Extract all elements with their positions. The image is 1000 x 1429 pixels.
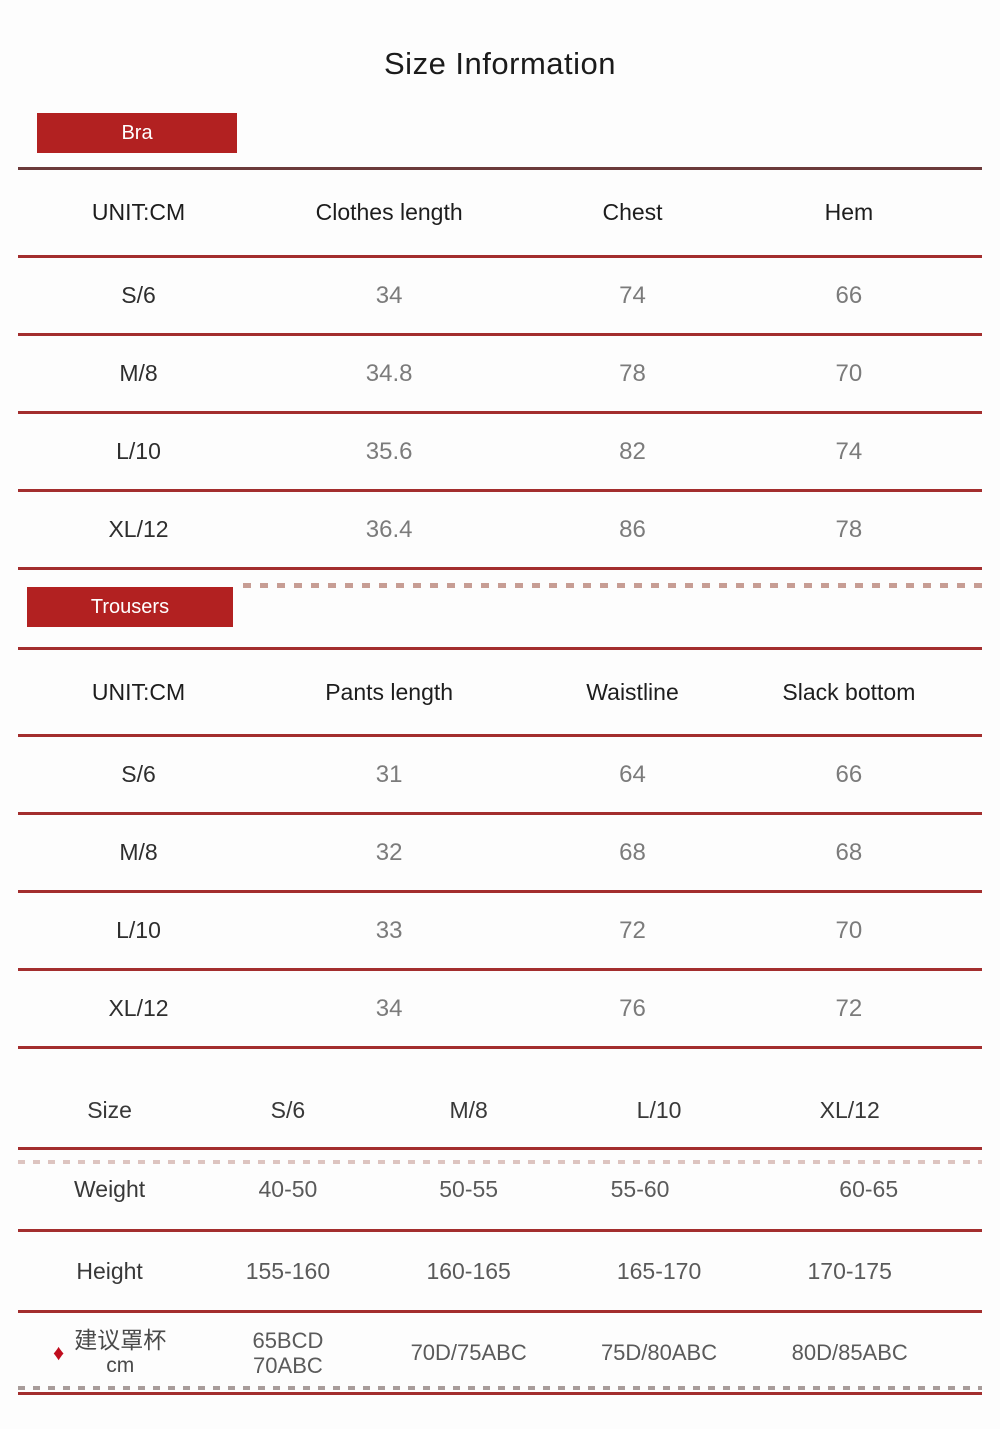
table-row: M/8 32 68 68 [18, 815, 982, 893]
trousers-header-unit: UNIT:CM [91, 678, 186, 705]
dashed-divider [18, 1160, 982, 1164]
bra-header-chest: Chest [602, 199, 663, 225]
value-cell: 34 [375, 994, 403, 1022]
value-cell: 76 [619, 994, 646, 1022]
value-cell: 33 [375, 916, 403, 944]
size-cell: XL/12 [108, 516, 169, 542]
table-row: M/8 34.8 78 70 [18, 336, 982, 414]
value-cell: 55-60 [610, 1176, 670, 1202]
value-cell: 70 [835, 359, 863, 387]
dashed-divider [243, 583, 982, 588]
bra-section-divider [18, 167, 982, 170]
weight-label: Weight [73, 1176, 146, 1202]
bra-section-badge: Bra [37, 113, 237, 153]
value-cell: 70 [835, 916, 863, 944]
trousers-header-pants-length: Pants length [325, 678, 454, 705]
value-cell: 70D/75ABC [410, 1339, 527, 1365]
cup-label-cn: 建议罩杯 [74, 1326, 167, 1353]
body-header-m: M/8 [449, 1096, 488, 1123]
body-header-xl: XL/12 [819, 1096, 880, 1123]
table-row: XL/12 34 76 72 [18, 971, 982, 1049]
body-header-size: Size [87, 1096, 132, 1123]
table-row: ♦ 建议罩杯 cm 65BCD 70ABC 70D/75ABC 75D/80AB… [18, 1313, 982, 1395]
bra-table-header: UNIT:CM Clothes length Chest Hem [18, 170, 982, 258]
body-header-s: S/6 [270, 1096, 306, 1123]
table-row: L/10 35.6 82 74 [18, 414, 982, 492]
value-cell: 72 [619, 916, 646, 944]
trousers-header-slack-bottom: Slack bottom [782, 678, 916, 705]
table-row: Height 155-160 160-165 165-170 170-175 [18, 1232, 982, 1313]
diamond-bullet-icon: ♦ [52, 1339, 65, 1365]
size-cell: S/6 [121, 761, 156, 787]
value-cell: 64 [619, 760, 646, 788]
trousers-table-header: UNIT:CM Pants length Waistline Slack bot… [18, 650, 982, 737]
value-cell: 155-160 [245, 1257, 331, 1284]
value-cell: 80D/85ABC [791, 1339, 908, 1365]
size-cell: L/10 [116, 438, 161, 464]
value-cell: 60-65 [839, 1176, 899, 1202]
value-cell: 66 [835, 760, 863, 788]
body-header-l: L/10 [636, 1096, 682, 1123]
trousers-header-waistline: Waistline [586, 678, 679, 705]
page-title: Size Information [384, 46, 616, 81]
value-cell: 34 [375, 281, 403, 309]
value-cell: 32 [375, 838, 403, 866]
value-cell: 78 [835, 515, 863, 543]
value-cell: 40-50 [258, 1176, 318, 1202]
size-cell: XL/12 [108, 995, 169, 1021]
value-cell: 72 [835, 994, 863, 1022]
table-row: Weight 40-50 50-55 55-60 60-65 [18, 1150, 982, 1232]
value-cell: 160-165 [426, 1257, 511, 1284]
size-cell: M/8 [119, 360, 158, 386]
size-cell: L/10 [116, 917, 161, 943]
bra-header-clothes-length: Clothes length [315, 199, 463, 225]
bra-header-unit: UNIT:CM [91, 199, 186, 225]
value-cell: 74 [835, 437, 863, 465]
value-cell: 170-175 [807, 1257, 892, 1284]
table-row: L/10 33 72 70 [18, 893, 982, 971]
table-row: S/6 34 74 66 [18, 258, 982, 336]
trousers-section-badge: Trousers [27, 587, 233, 627]
dashed-divider [18, 1386, 982, 1390]
value-cell: 31 [375, 760, 403, 788]
value-cell: 65BCD 70ABC [201, 1328, 375, 1378]
trousers-badge-row: Trousers [18, 570, 982, 650]
value-cell: 165-170 [616, 1257, 702, 1284]
value-cell: 66 [835, 281, 863, 309]
title-area: Size Information [0, 0, 1000, 113]
bra-header-hem: Hem [824, 199, 874, 225]
value-cell: 75D/80ABC [600, 1339, 718, 1365]
value-cell: 34.8 [365, 359, 413, 387]
body-table-header: Size S/6 M/8 L/10 XL/12 [18, 1049, 982, 1150]
value-cell: 74 [619, 281, 646, 309]
cup-value-line1: 65BCD [252, 1327, 324, 1353]
value-cell: 68 [619, 838, 646, 866]
value-cell: 35.6 [365, 437, 413, 465]
height-label: Height [76, 1257, 143, 1284]
value-cell: 50-55 [439, 1176, 499, 1202]
value-cell: 68 [835, 838, 863, 866]
value-cell: 36.4 [365, 515, 413, 543]
value-cell: 82 [619, 437, 646, 465]
cup-unit-label: cm [106, 1353, 135, 1377]
value-cell: 86 [619, 515, 646, 543]
cup-value-line2: 70ABC [253, 1352, 323, 1378]
suggested-cup-label: ♦ 建议罩杯 cm [18, 1327, 201, 1379]
size-cell: M/8 [119, 839, 158, 865]
value-cell: 78 [619, 359, 646, 387]
table-row: XL/12 36.4 86 78 [18, 492, 982, 570]
chart-content: Bra UNIT:CM Clothes length Chest Hem S/6… [18, 113, 982, 1395]
table-row: S/6 31 64 66 [18, 737, 982, 815]
size-cell: S/6 [121, 282, 156, 308]
